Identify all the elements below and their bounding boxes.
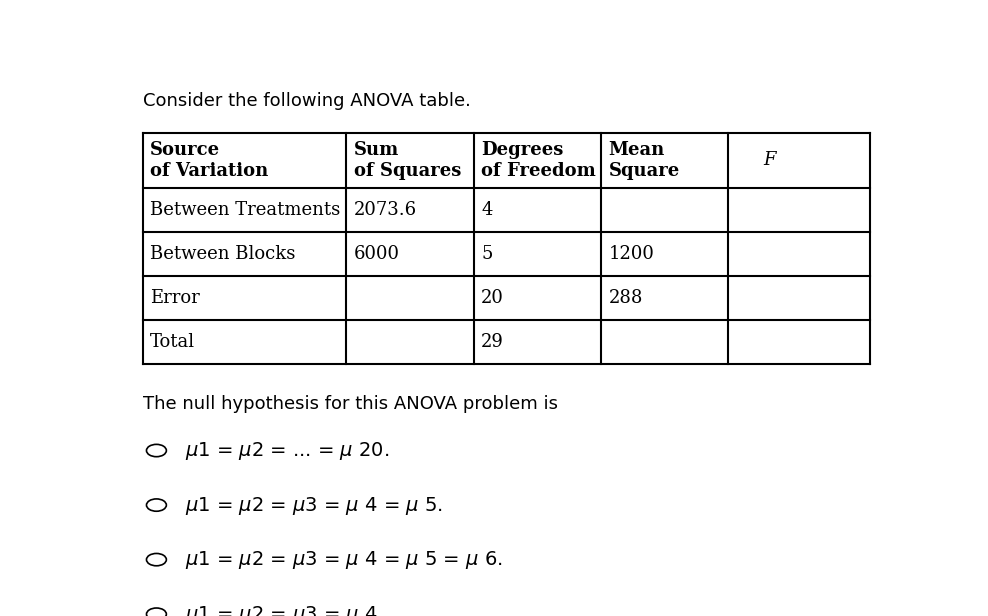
Text: The null hypothesis for this ANOVA problem is: The null hypothesis for this ANOVA probl… (142, 395, 557, 413)
Text: 4: 4 (481, 201, 493, 219)
Text: $\mu$1 = $\mu$2 = $\mu$3 = $\mu$ 4 = $\mu$ 5.: $\mu$1 = $\mu$2 = $\mu$3 = $\mu$ 4 = $\m… (185, 495, 443, 517)
Text: 6000: 6000 (354, 245, 400, 263)
Text: 5: 5 (481, 245, 493, 263)
Text: Source
of Variation: Source of Variation (150, 140, 269, 180)
Text: Between Blocks: Between Blocks (150, 245, 295, 263)
Text: $\mu$1 = $\mu$2 = $\mu$3 = $\mu$ 4.: $\mu$1 = $\mu$2 = $\mu$3 = $\mu$ 4. (185, 604, 382, 616)
Text: 288: 288 (609, 289, 643, 307)
Text: Consider the following ANOVA table.: Consider the following ANOVA table. (143, 92, 470, 110)
Text: Degrees
of Freedom: Degrees of Freedom (481, 140, 596, 180)
Text: 1200: 1200 (609, 245, 654, 263)
Text: 29: 29 (481, 333, 504, 351)
Text: Mean
Square: Mean Square (609, 140, 680, 180)
Text: Error: Error (150, 289, 200, 307)
Text: $\mu$1 = $\mu$2 = ... = $\mu$ 20.: $\mu$1 = $\mu$2 = ... = $\mu$ 20. (185, 440, 389, 462)
Text: $\mu$1 = $\mu$2 = $\mu$3 = $\mu$ 4 = $\mu$ 5 = $\mu$ 6.: $\mu$1 = $\mu$2 = $\mu$3 = $\mu$ 4 = $\m… (185, 549, 502, 571)
Text: 2073.6: 2073.6 (354, 201, 417, 219)
Text: Sum
of Squares: Sum of Squares (354, 140, 461, 180)
Text: 20: 20 (481, 289, 504, 307)
Text: Total: Total (150, 333, 196, 351)
Text: Between Treatments: Between Treatments (150, 201, 341, 219)
Text: F: F (764, 152, 777, 169)
